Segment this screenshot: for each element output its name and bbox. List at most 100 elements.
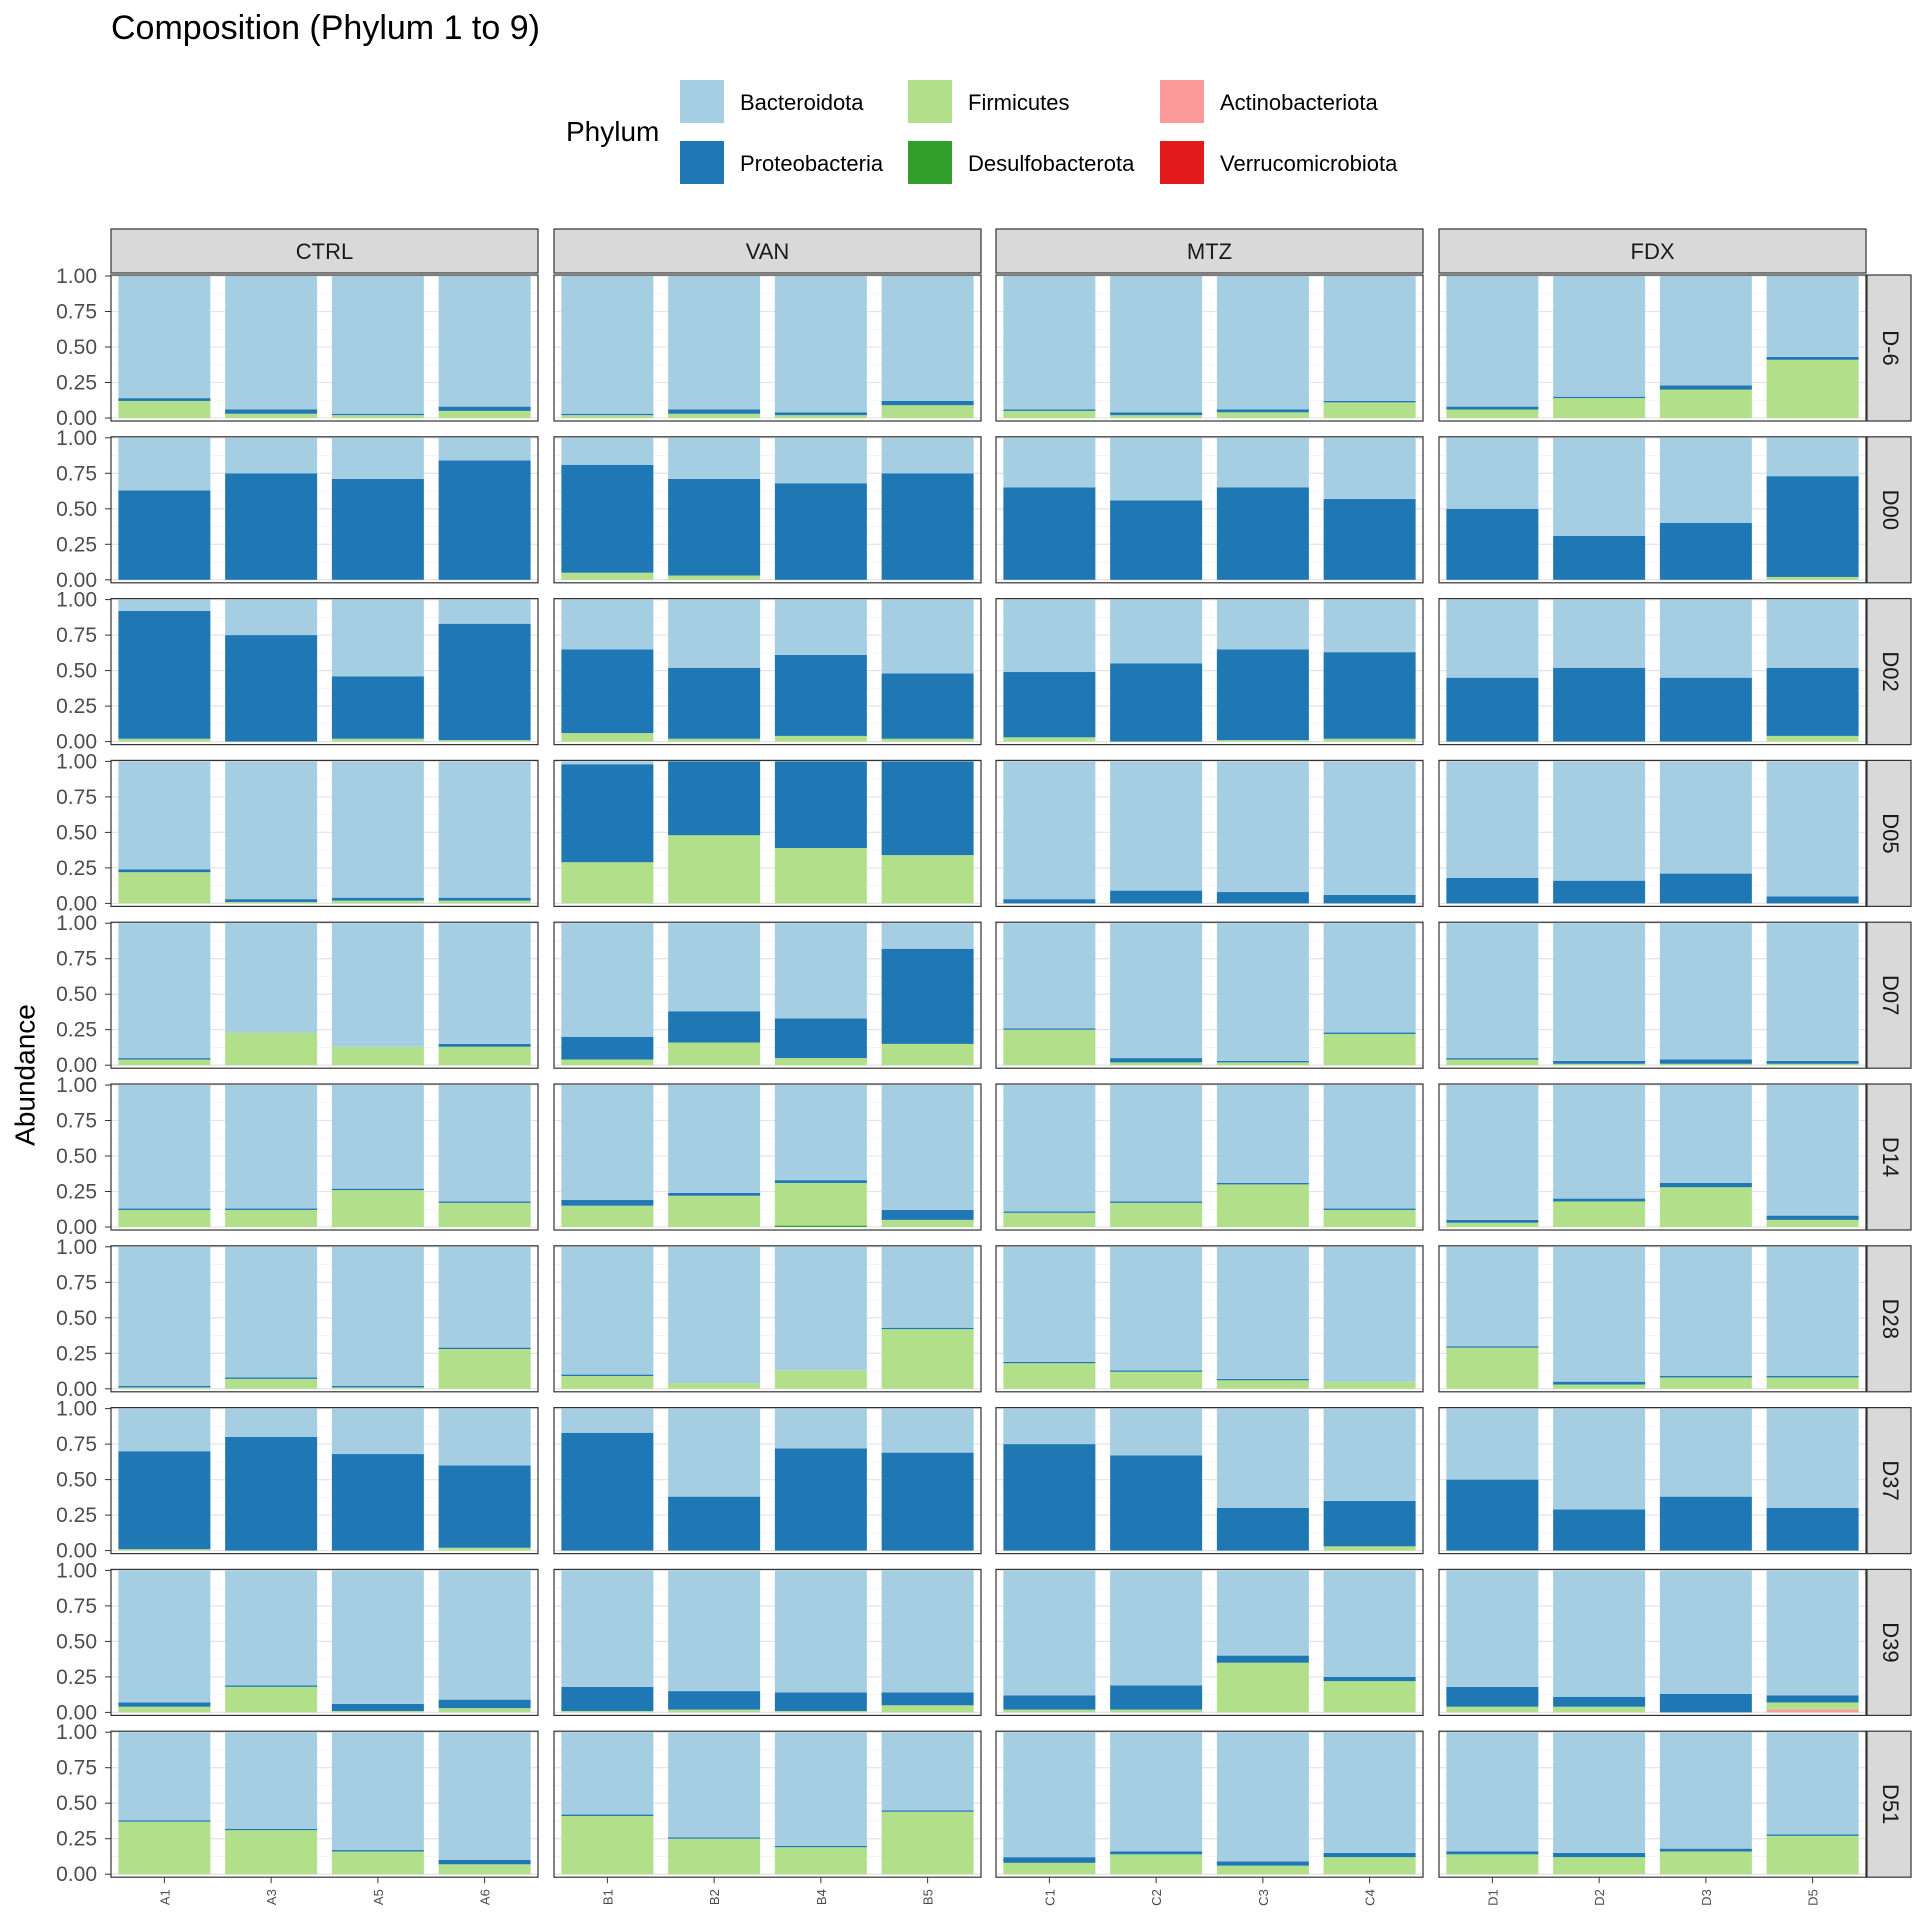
bar-segment bbox=[331, 900, 424, 904]
y-tick-label: 0.50 bbox=[56, 1307, 97, 1330]
bar-segment bbox=[561, 1205, 654, 1227]
x-tick-label: A6 bbox=[478, 1889, 493, 1905]
bar-segment bbox=[561, 1432, 654, 1551]
bar-segment bbox=[1553, 667, 1646, 742]
facet-strip-label: D14 bbox=[1878, 1137, 1903, 1177]
bar-segment bbox=[225, 761, 318, 900]
bar-segment bbox=[1553, 923, 1646, 1061]
bar-segment bbox=[225, 901, 318, 904]
bar-segment bbox=[1003, 761, 1096, 900]
bar-segment bbox=[118, 1732, 211, 1821]
bar-segment bbox=[331, 676, 424, 739]
bar-segment bbox=[1766, 1377, 1859, 1389]
bar-segment bbox=[1766, 1215, 1859, 1220]
y-tick-label: 0.00 bbox=[56, 1540, 97, 1563]
y-tick-label: 0.25 bbox=[56, 372, 97, 395]
facet-panel-border bbox=[1438, 1245, 1867, 1393]
bar-segment bbox=[1323, 400, 1416, 403]
bar-segment bbox=[1659, 1376, 1752, 1378]
bar-segment bbox=[1553, 1696, 1646, 1707]
bar-segment bbox=[561, 1374, 654, 1377]
bar-segment bbox=[668, 738, 761, 742]
bar-segment bbox=[1003, 409, 1096, 411]
facet-panel-border bbox=[1438, 1406, 1867, 1555]
bar-segment bbox=[1003, 672, 1096, 738]
bar-segment bbox=[438, 1864, 531, 1875]
bar-segment bbox=[118, 1208, 211, 1210]
bar-segment bbox=[1003, 599, 1096, 673]
bar-segment bbox=[1216, 276, 1309, 410]
bar-segment bbox=[774, 1408, 867, 1449]
bar-segment bbox=[1766, 1060, 1859, 1064]
legend-swatch bbox=[908, 80, 952, 123]
bar-segment bbox=[881, 673, 974, 739]
bar-segment bbox=[225, 473, 318, 580]
y-tick-label: 0.25 bbox=[56, 857, 97, 880]
bar-segment bbox=[1216, 761, 1309, 893]
bar-segment bbox=[774, 1448, 867, 1551]
bar-segment bbox=[1216, 409, 1309, 413]
bar-segment bbox=[774, 437, 867, 484]
bar-segment bbox=[225, 437, 318, 474]
bar-segment bbox=[561, 1376, 654, 1389]
bar-segment bbox=[1553, 1381, 1646, 1385]
bar-segment bbox=[438, 1246, 531, 1348]
bar-segment bbox=[1216, 487, 1309, 580]
bar-segment bbox=[1766, 437, 1859, 477]
facet-strip-column bbox=[110, 228, 539, 274]
facet-strip-row bbox=[1866, 1083, 1912, 1231]
bar-segment bbox=[1323, 738, 1416, 742]
bar-segment bbox=[1446, 1347, 1539, 1389]
bar-segment bbox=[1216, 1062, 1309, 1066]
facet-strip-row bbox=[1866, 759, 1912, 908]
bar-segment bbox=[1766, 896, 1859, 904]
facet-panel-border bbox=[995, 1083, 1424, 1231]
bar-segment bbox=[881, 761, 974, 856]
bar-segment bbox=[1216, 892, 1309, 904]
bar-segment bbox=[668, 437, 761, 479]
bar-segment bbox=[1659, 923, 1752, 1060]
facet-strip-column bbox=[553, 228, 982, 274]
bar-segment bbox=[331, 599, 424, 677]
bar-segment bbox=[1553, 1408, 1646, 1510]
bar-segment bbox=[1323, 1681, 1416, 1713]
y-tick-label: 1.00 bbox=[56, 1398, 97, 1421]
y-tick-label: 0.50 bbox=[56, 821, 97, 844]
bar-segment bbox=[118, 1387, 211, 1389]
bar-segment bbox=[774, 412, 867, 416]
bar-segment bbox=[1446, 1219, 1539, 1223]
bar-segment bbox=[668, 1732, 761, 1838]
bar-segment bbox=[1553, 276, 1646, 397]
bar-segment bbox=[118, 1821, 211, 1875]
bar-segment bbox=[1110, 890, 1203, 904]
bar-segment bbox=[118, 1408, 211, 1452]
x-tick-label: A1 bbox=[157, 1889, 172, 1905]
bar-segment bbox=[561, 923, 654, 1037]
y-tick-label: 0.25 bbox=[56, 1504, 97, 1527]
bar-segment bbox=[438, 897, 531, 901]
bar-segment bbox=[1110, 1851, 1203, 1855]
bar-segment bbox=[668, 1570, 761, 1692]
bar-segment bbox=[1110, 1201, 1203, 1203]
bar-segment bbox=[1323, 1408, 1416, 1501]
bar-segment bbox=[774, 1847, 867, 1875]
bar-segment bbox=[1216, 1060, 1309, 1063]
bar-segment bbox=[438, 1085, 531, 1202]
bar-segment bbox=[1216, 1378, 1309, 1381]
bar-segment bbox=[1003, 410, 1096, 418]
bar-segment bbox=[668, 1085, 761, 1193]
bar-segment bbox=[225, 1437, 318, 1551]
bar-segment bbox=[438, 740, 531, 742]
bar-segment bbox=[668, 575, 761, 580]
y-tick-label: 0.00 bbox=[56, 407, 97, 430]
y-tick-label: 0.00 bbox=[56, 892, 97, 915]
bar-segment bbox=[331, 1703, 424, 1711]
bar-segment bbox=[1216, 1085, 1309, 1183]
bar-segment bbox=[881, 1692, 974, 1706]
bar-segment bbox=[438, 599, 531, 624]
facet-panel-border bbox=[110, 1406, 539, 1555]
bar-segment bbox=[561, 761, 654, 765]
bar-segment bbox=[331, 1454, 424, 1551]
bar-segment bbox=[1110, 599, 1203, 664]
bar-segment bbox=[438, 1860, 531, 1865]
